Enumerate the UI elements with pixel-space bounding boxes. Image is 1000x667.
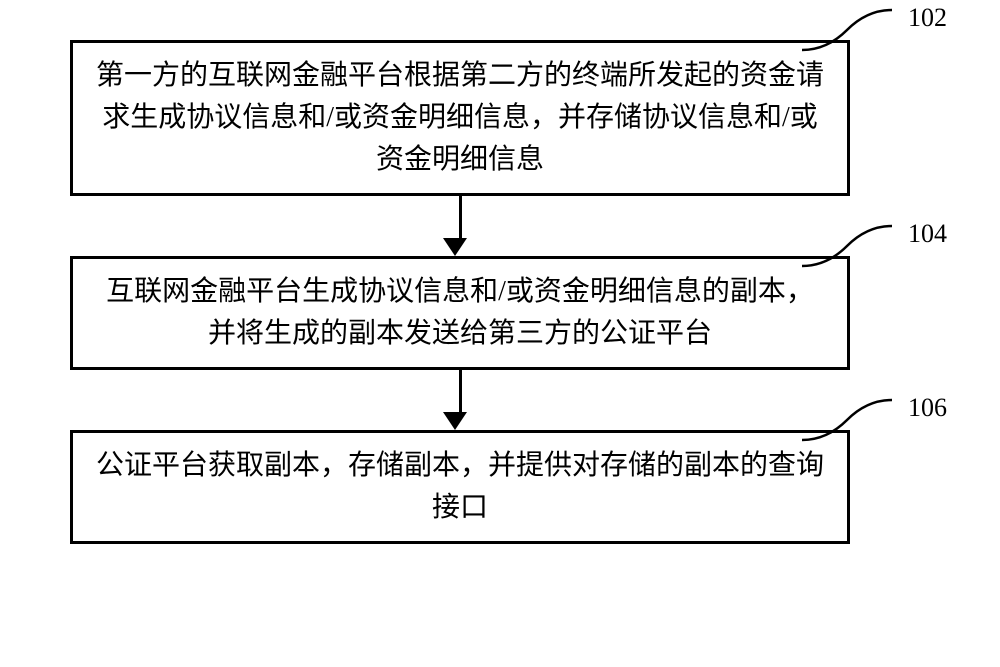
arrow-2: [70, 370, 850, 430]
arrow-head-1: [443, 238, 467, 256]
arrow-1: [70, 196, 850, 256]
process-text-106: 公证平台获取副本，存储副本，并提供对存储的副本的查询接口: [93, 445, 827, 529]
arrow-line-2: [459, 370, 462, 412]
connector-curve-104: [797, 221, 897, 271]
process-box-104: 互联网金融平台生成协议信息和/或资金明细信息的副本，并将生成的副本发送给第三方的…: [70, 256, 850, 370]
process-label-102: 102: [908, 3, 947, 33]
process-box-106: 公证平台获取副本，存储副本，并提供对存储的副本的查询接口 106: [70, 430, 850, 544]
process-text-102: 第一方的互联网金融平台根据第二方的终端所发起的资金请求生成协议信息和/或资金明细…: [93, 55, 827, 181]
process-label-106: 106: [908, 393, 947, 423]
process-label-104: 104: [908, 219, 947, 249]
flowchart-container: 第一方的互联网金融平台根据第二方的终端所发起的资金请求生成协议信息和/或资金明细…: [70, 40, 930, 544]
connector-curve-106: [797, 395, 897, 445]
connector-curve-102: [797, 5, 897, 55]
arrow-head-2: [443, 412, 467, 430]
process-text-104: 互联网金融平台生成协议信息和/或资金明细信息的副本，并将生成的副本发送给第三方的…: [93, 271, 827, 355]
arrow-line-1: [459, 196, 462, 238]
process-box-102: 第一方的互联网金融平台根据第二方的终端所发起的资金请求生成协议信息和/或资金明细…: [70, 40, 850, 196]
